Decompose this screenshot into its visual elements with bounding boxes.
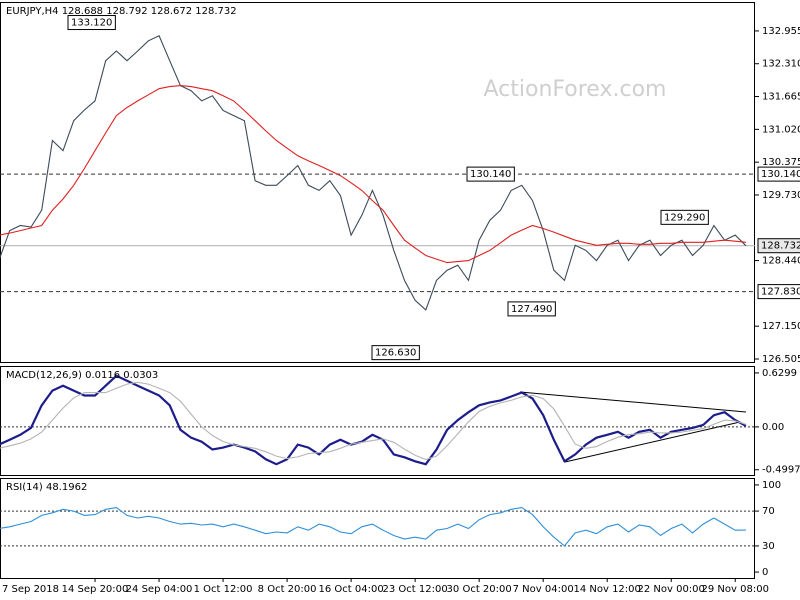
trend-line — [564, 421, 741, 463]
panel-title: RSI(14) 48.1962 — [6, 482, 87, 493]
level-label-box — [757, 166, 800, 182]
trend-line — [519, 391, 747, 413]
annotation-label: 129.290 — [664, 212, 705, 223]
price-panel — [0, 2, 755, 363]
annotation-label-box — [371, 345, 420, 361]
y-tick-label: 100 — [762, 480, 781, 491]
panel-title: MACD(12,26,9) 0.0116 0.0303 — [6, 370, 158, 381]
x-tick-label: 1 Oct 12:00 — [194, 584, 253, 595]
y-tick-label: -0.4997 — [762, 465, 800, 476]
y-tick-label: 126.505 — [762, 354, 800, 365]
x-tick-label: 22 Nov 00:00 — [637, 584, 704, 595]
annotation-label: 133.120 — [71, 18, 112, 29]
panel-title: EURJPY,H4 128.688 128.792 128.672 128.73… — [6, 6, 237, 17]
series-line — [0, 35, 747, 311]
y-tick-label: 30 — [762, 541, 775, 552]
x-tick-label: 30 Oct 20:00 — [447, 584, 512, 595]
y-tick-label: 0.6299 — [762, 368, 797, 379]
annotation-label: 127.490 — [511, 304, 552, 315]
annotation-label-box — [660, 209, 709, 225]
y-tick-label: 0 — [762, 567, 768, 578]
level-label: 127.830 — [761, 287, 800, 298]
y-tick-label: 132.310 — [762, 59, 800, 70]
y-tick-label: 70 — [762, 506, 775, 517]
rsi-panel — [0, 478, 755, 579]
y-tick-label: 130.375 — [762, 157, 800, 168]
x-tick-label: 24 Sep 04:00 — [126, 584, 193, 595]
y-tick-label: 128.440 — [762, 256, 800, 267]
annotation-label-box — [67, 15, 116, 31]
x-tick-label: 8 Oct 20:00 — [258, 584, 317, 595]
series-line — [0, 381, 747, 461]
x-tick-label: 14 Nov 12:00 — [573, 584, 640, 595]
last-price-label-box — [757, 238, 800, 254]
series-line — [0, 374, 747, 466]
macd-panel — [0, 366, 755, 476]
y-tick-label: 131.020 — [762, 124, 800, 135]
series-line — [0, 85, 746, 264]
y-tick-label: 132.955 — [762, 26, 800, 37]
annotation-label: 126.630 — [375, 348, 416, 359]
y-tick-label: 131.665 — [762, 92, 800, 103]
annotation-label-box — [466, 166, 515, 182]
x-tick-label: 7 Nov 04:00 — [513, 584, 574, 595]
annotation-label-box — [507, 301, 556, 317]
y-tick-label: 127.150 — [762, 321, 800, 332]
x-tick-label: 7 Sep 2018 — [2, 584, 59, 595]
x-tick-label: 29 Nov 08:00 — [702, 584, 769, 595]
watermark: ActionForex.com — [484, 77, 667, 102]
x-tick-label: 16 Oct 04:00 — [319, 584, 384, 595]
level-label-box — [757, 284, 800, 300]
x-tick-label: 23 Oct 12:00 — [383, 584, 448, 595]
y-tick-label: 129.730 — [762, 190, 800, 201]
last-price-label: 128.732 — [761, 241, 800, 252]
y-tick-label: 0.00 — [762, 422, 784, 433]
series-line — [0, 507, 746, 547]
annotation-label: 130.140 — [470, 169, 511, 180]
x-tick-label: 14 Sep 20:00 — [62, 584, 129, 595]
level-label: 130.140 — [761, 169, 800, 180]
